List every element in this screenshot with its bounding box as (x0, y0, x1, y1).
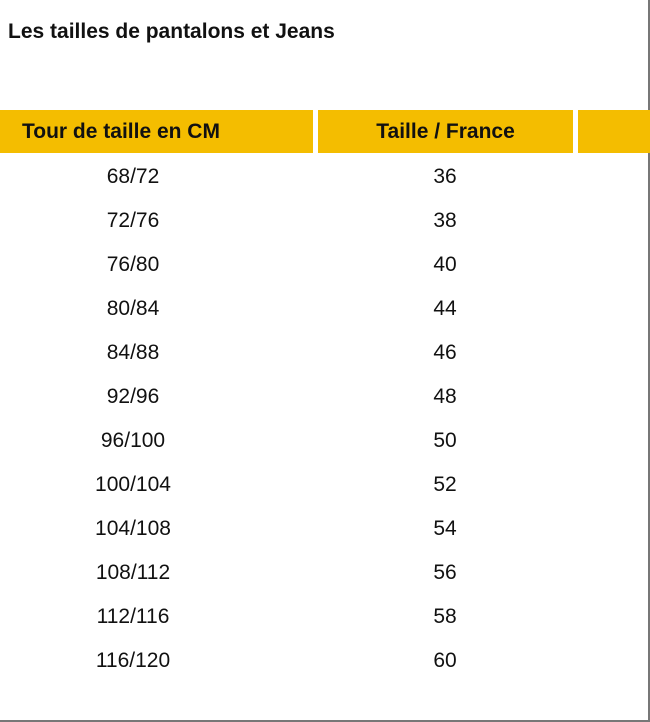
waist-cell: 112/116 (96, 605, 170, 628)
size-france-cell: 38 (433, 209, 457, 232)
table-row: 108/112 56 (0, 551, 650, 595)
table-row: 100/104 52 (0, 463, 650, 507)
table-row: 84/88 46 (0, 331, 650, 375)
table-row: 92/96 48 (0, 375, 650, 419)
waist-cell: 80/84 (106, 297, 160, 320)
waist-cell: 100/104 (95, 473, 171, 496)
table-row: 76/80 40 (0, 243, 650, 287)
waist-cell: 84/88 (106, 341, 160, 364)
waist-cell: 104/108 (95, 517, 171, 540)
table-row: 104/108 54 (0, 507, 650, 551)
size-france-cell: 40 (433, 253, 457, 276)
table-row: 80/84 44 (0, 287, 650, 331)
size-france-cell: 52 (433, 473, 457, 496)
size-france-cell: 54 (433, 517, 457, 540)
waist-cell: 72/76 (106, 209, 160, 232)
size-france-cell: 56 (433, 561, 457, 584)
column-header-size-france: Taille / France (318, 110, 573, 153)
table-row: 72/76 38 (0, 199, 650, 243)
waist-cell: 108/112 (95, 561, 171, 584)
column-header-waist: Tour de taille en CM (0, 110, 313, 153)
size-france-cell: 44 (433, 297, 457, 320)
table-row: 68/72 36 (0, 155, 650, 199)
table-row: 112/116 58 (0, 595, 650, 639)
table-row: 116/120 60 (0, 639, 650, 683)
page-title: Les tailles de pantalons et Jeans (8, 20, 335, 43)
waist-cell: 76/80 (106, 253, 160, 276)
size-france-cell: 46 (433, 341, 457, 364)
waist-cell: 68/72 (106, 165, 160, 188)
waist-cell: 96/100 (100, 429, 166, 452)
size-france-cell: 48 (433, 385, 457, 408)
size-france-cell: 60 (433, 649, 457, 672)
table-row: 96/100 50 (0, 419, 650, 463)
size-france-cell: 36 (433, 165, 457, 188)
size-france-cell: 50 (433, 429, 457, 452)
size-france-cell: 58 (433, 605, 457, 628)
column-header-empty (578, 110, 650, 153)
waist-cell: 116/120 (95, 649, 171, 672)
waist-cell: 92/96 (106, 385, 160, 408)
